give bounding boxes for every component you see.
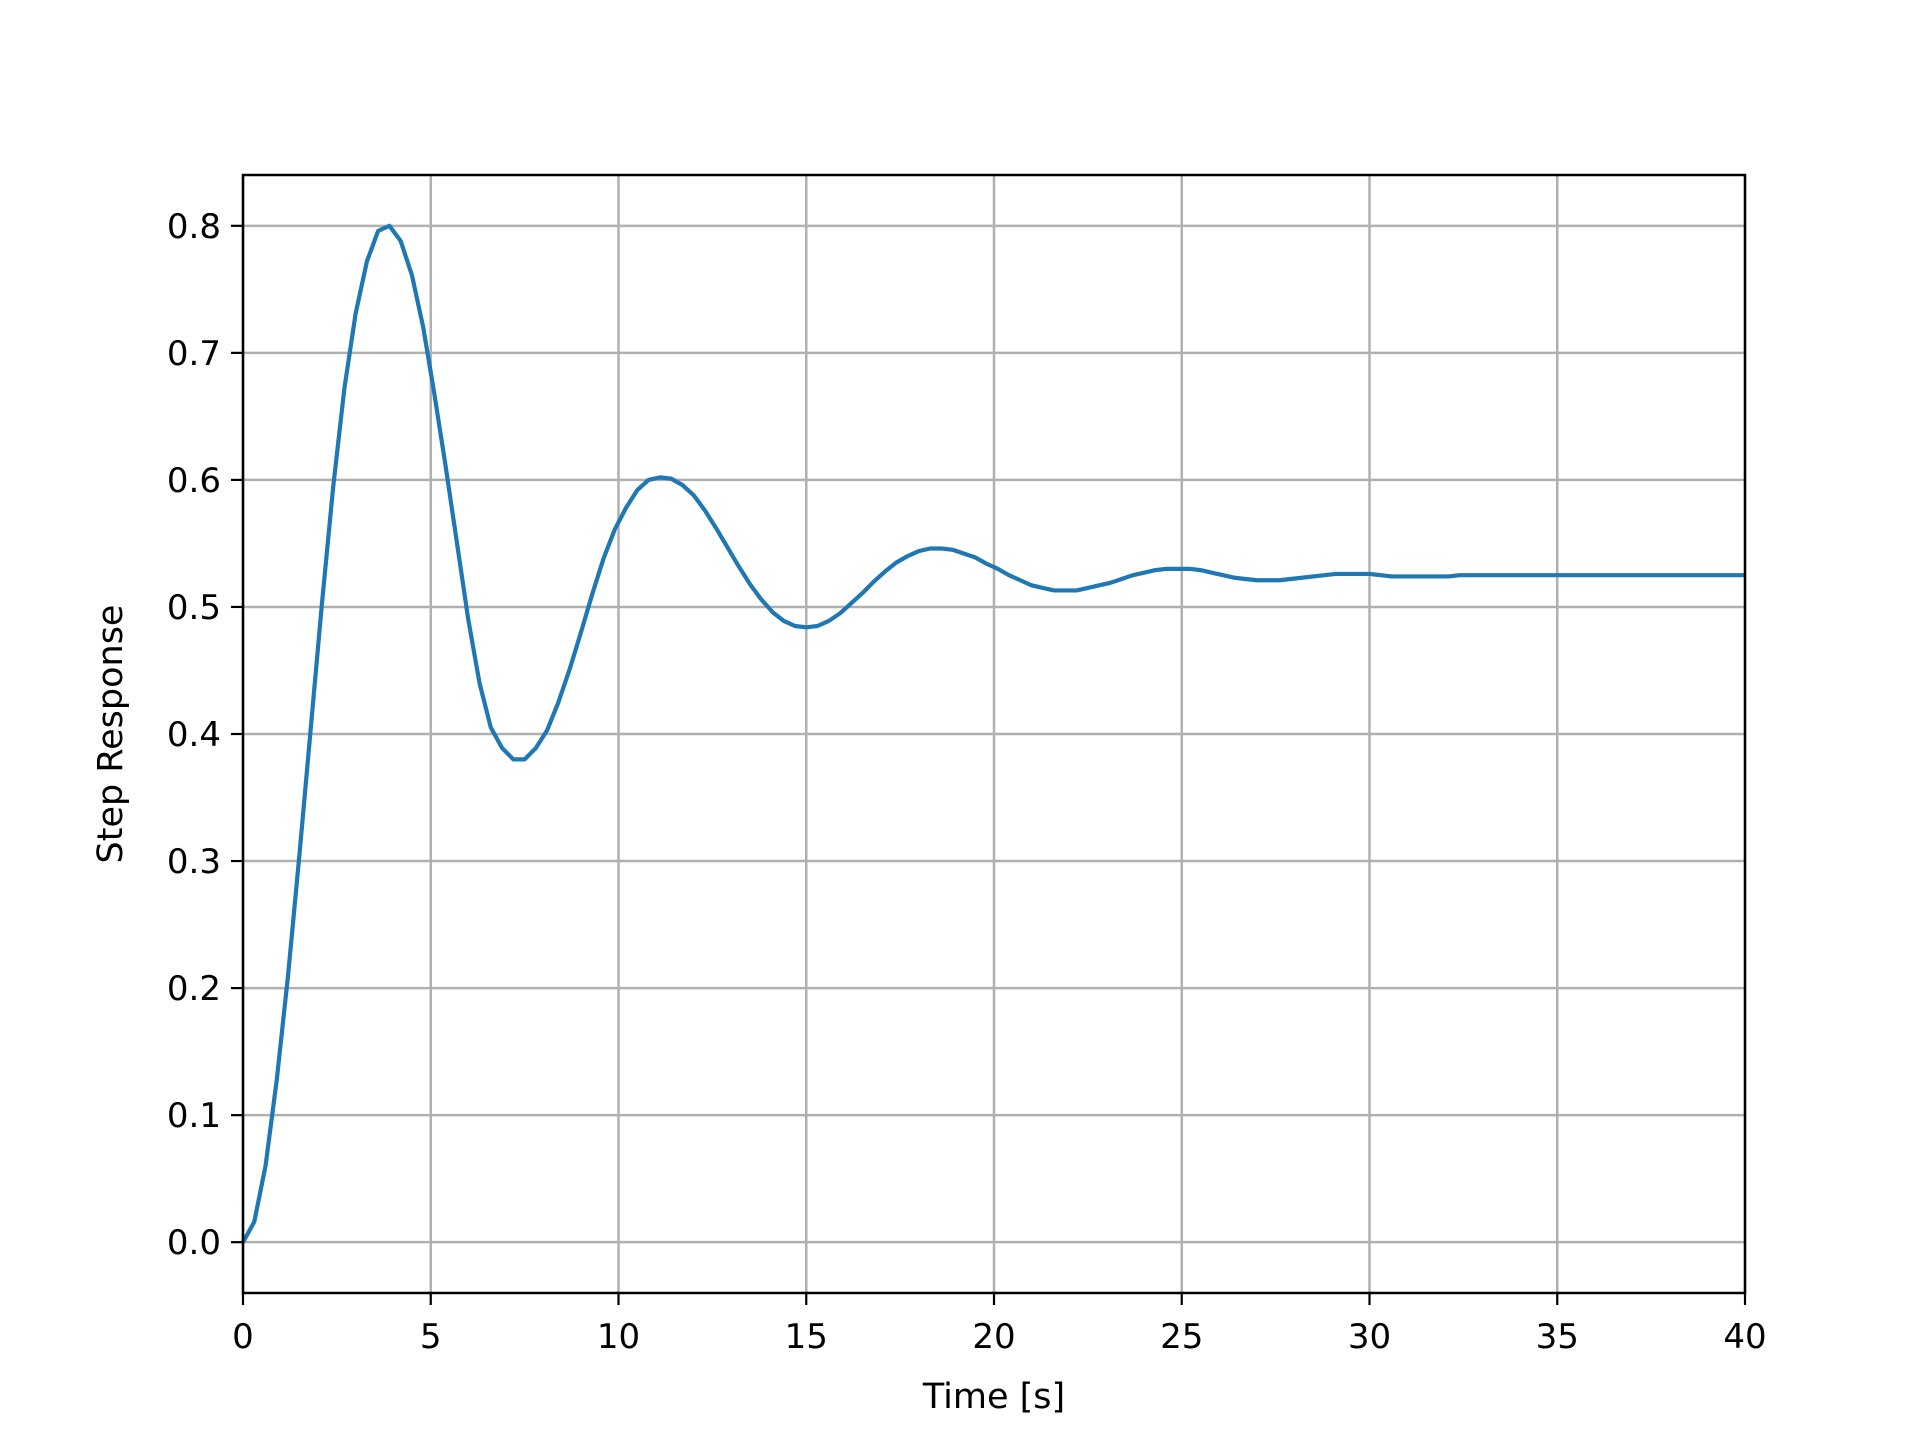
x-tick-label: 0 bbox=[232, 1317, 254, 1357]
y-tick-label: 0.1 bbox=[167, 1096, 221, 1136]
y-tick-label: 0.0 bbox=[167, 1223, 221, 1263]
y-tick-label: 0.8 bbox=[167, 207, 221, 247]
y-axis-label: Step Response bbox=[91, 605, 131, 864]
x-tick-label: 30 bbox=[1348, 1317, 1391, 1357]
x-tick-label: 15 bbox=[785, 1317, 828, 1357]
x-tick-label: 35 bbox=[1536, 1317, 1579, 1357]
x-axis-label: Time [s] bbox=[922, 1377, 1065, 1417]
y-tick-label: 0.6 bbox=[167, 461, 221, 501]
y-tick-label: 0.7 bbox=[167, 334, 221, 374]
x-tick-label: 40 bbox=[1723, 1317, 1766, 1357]
grid-lines bbox=[241, 175, 1747, 1293]
x-tick-label: 25 bbox=[1160, 1317, 1203, 1357]
y-tick-label: 0.2 bbox=[167, 969, 221, 1009]
series-layer bbox=[241, 223, 1745, 1244]
y-tick-label: 0.5 bbox=[167, 588, 221, 628]
x-tick-label: 10 bbox=[597, 1317, 640, 1357]
y-tick-label: 0.3 bbox=[167, 842, 221, 882]
x-axis-ticks: 0 5 10 15 20 25 30 35 40 bbox=[232, 1293, 1767, 1357]
y-tick-label: 0.4 bbox=[167, 715, 221, 755]
x-tick-label: 5 bbox=[420, 1317, 442, 1357]
series-line bbox=[241, 223, 1745, 1244]
x-tick-label: 20 bbox=[972, 1317, 1015, 1357]
y-axis-ticks: 0.0 0.1 0.2 0.3 0.4 0.5 0.6 0.7 0.8 bbox=[167, 207, 243, 1263]
